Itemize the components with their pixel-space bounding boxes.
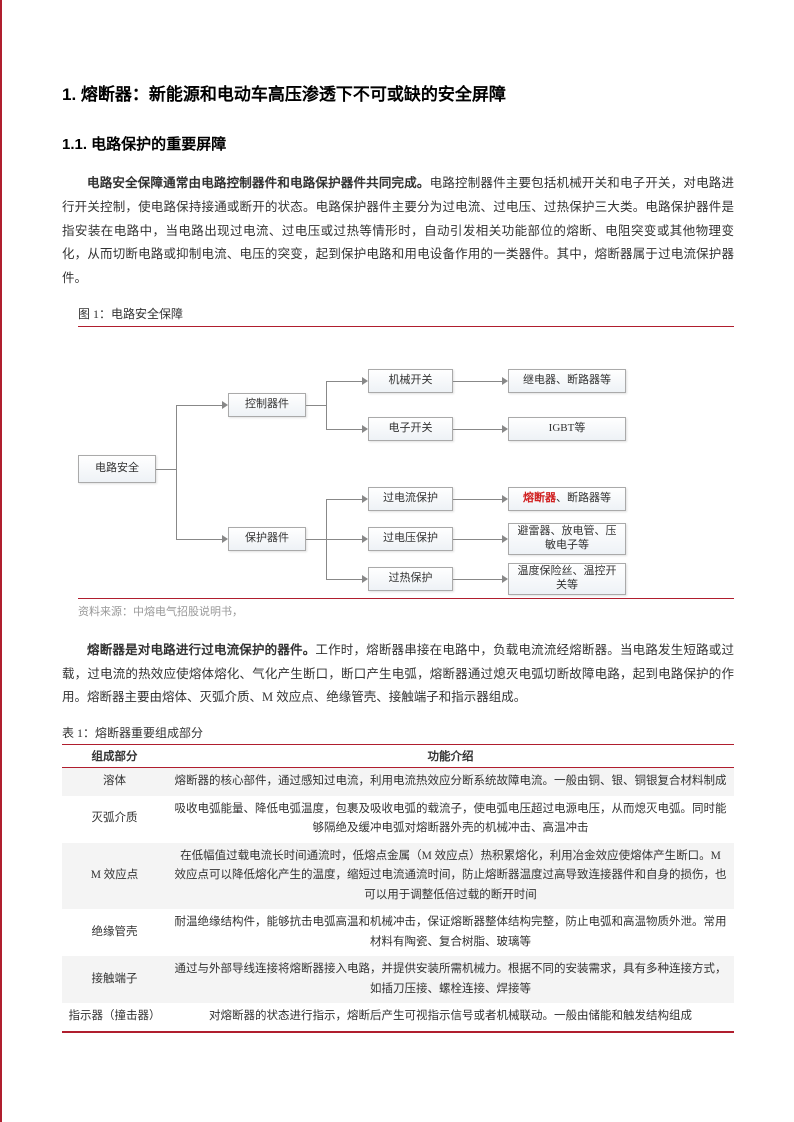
flow-arrow <box>362 575 368 583</box>
component-desc: 吸收电弧能量、降低电弧温度，包裹及吸收电弧的载流子，使电弧电压超过电源电压，从而… <box>167 796 734 843</box>
flow-arrow <box>502 425 508 433</box>
flow-connector <box>156 469 176 470</box>
component-name: 绝缘管壳 <box>62 909 167 956</box>
para2-lead: 熔断器是对电路进行过电流保护的器件。 <box>87 643 315 657</box>
flow-arrow <box>502 377 508 385</box>
paragraph-2: 熔断器是对电路进行过电流保护的器件。工作时，熔断器串接在电路中，负载电流流经熔断… <box>62 639 734 710</box>
flow-node-l2a: 控制器件 <box>228 393 306 417</box>
figure1-caption: 图 1：电路安全保障 <box>78 305 734 327</box>
flow-node-l2b: 保护器件 <box>228 527 306 551</box>
flow-connector <box>176 539 222 540</box>
component-desc: 耐温绝缘结构件，能够抗击电弧高温和机械冲击，保证熔断器整体结构完整，防止电弧和高… <box>167 909 734 956</box>
flow-node-l3d: 过电压保护 <box>368 527 453 551</box>
flow-connector <box>326 539 362 540</box>
flow-node-root: 电路安全 <box>78 455 156 483</box>
heading-h2: 1.1. 电路保护的重要屏障 <box>62 133 734 154</box>
flowchart: 电路安全 控制器件保护器件 机械开关电子开关过电流保护过电压保护过热保护 继电器、断路… <box>78 337 734 592</box>
flow-arrow <box>502 495 508 503</box>
flow-connector <box>453 429 502 430</box>
table-bottom-rule <box>62 1031 734 1033</box>
flow-connector <box>326 579 362 580</box>
flow-connector <box>306 539 326 540</box>
flow-connector <box>176 405 222 406</box>
flow-arrow <box>362 495 368 503</box>
flow-connector <box>453 499 502 500</box>
flow-connector <box>453 539 502 540</box>
flow-arrow <box>502 575 508 583</box>
table-row: 接触端子通过与外部导线连接将熔断器接入电路，并提供安装所需机械力。根据不同的安装… <box>62 956 734 1003</box>
component-name: M 效应点 <box>62 843 167 910</box>
component-desc: 对熔断器的状态进行指示，熔断后产生可视指示信号或者机械联动。一般由储能和触发结构… <box>167 1003 734 1031</box>
flow-node-l4c: 熔断器、断路器等 <box>508 487 626 511</box>
table-row: M 效应点在低幅值过载电流长时间通流时，低熔点金属（M 效应点）热积累熔化，利用… <box>62 843 734 910</box>
flow-arrow <box>502 535 508 543</box>
component-name: 指示器（撞击器） <box>62 1003 167 1031</box>
flow-connector <box>326 381 327 430</box>
para1-lead: 电路安全保障通常由电路控制器件和电路保护器件共同完成。 <box>87 176 430 190</box>
flow-node-l4d: 避雷器、放电管、压敏电子等 <box>508 523 626 555</box>
flow-connector <box>453 381 502 382</box>
flow-node-l3e: 过热保护 <box>368 567 453 591</box>
figure1-source: 资料来源：中熔电气招股说明书， <box>78 598 734 619</box>
component-desc: 在低幅值过载电流长时间通流时，低熔点金属（M 效应点）热积累熔化，利用冶金效应使… <box>167 843 734 910</box>
table-row: 灭弧介质吸收电弧能量、降低电弧温度，包裹及吸收电弧的载流子，使电弧电压超过电源电… <box>62 796 734 843</box>
flow-arrow <box>222 535 228 543</box>
flow-arrow <box>362 535 368 543</box>
component-name: 灭弧介质 <box>62 796 167 843</box>
table-row: 绝缘管壳耐温绝缘结构件，能够抗击电弧高温和机械冲击，保证熔断器整体结构完整，防止… <box>62 909 734 956</box>
flow-connector <box>326 499 362 500</box>
component-desc: 通过与外部导线连接将熔断器接入电路，并提供安装所需机械力。根据不同的安装需求，具… <box>167 956 734 1003</box>
table-row: 指示器（撞击器）对熔断器的状态进行指示，熔断后产生可视指示信号或者机械联动。一般… <box>62 1003 734 1031</box>
flow-node-l3c: 过电流保护 <box>368 487 453 511</box>
table-row: 溶体熔断器的核心部件，通过感知过电流，利用电流热效应分断系统故障电流。一般由铜、… <box>62 768 734 796</box>
para1-rest: 电路控制器件主要包括机械开关和电子开关，对电路进行开关控制，使电路保持接通或断开… <box>62 176 734 285</box>
flow-connector <box>326 381 362 382</box>
flow-connector <box>176 405 177 540</box>
flow-arrow <box>362 425 368 433</box>
paragraph-1: 电路安全保障通常由电路控制器件和电路保护器件共同完成。电路控制器件主要包括机械开… <box>62 172 734 291</box>
flow-node-l3a: 机械开关 <box>368 369 453 393</box>
heading-h1: 1. 熔断器：新能源和电动车高压渗透下不可或缺的安全屏障 <box>62 80 734 105</box>
flow-connector <box>306 405 326 406</box>
flow-node-l4a: 继电器、断路器等 <box>508 369 626 393</box>
table1-caption: 表 1：熔断器重要组成部分 <box>62 724 734 741</box>
table-header-desc: 功能介绍 <box>167 745 734 768</box>
component-name: 溶体 <box>62 768 167 796</box>
table-header-name: 组成部分 <box>62 745 167 768</box>
flow-arrow <box>362 377 368 385</box>
flow-node-l3b: 电子开关 <box>368 417 453 441</box>
flow-connector <box>453 579 502 580</box>
component-name: 接触端子 <box>62 956 167 1003</box>
flow-node-l4b: IGBT等 <box>508 417 626 441</box>
component-desc: 熔断器的核心部件，通过感知过电流，利用电流热效应分断系统故障电流。一般由铜、银、… <box>167 768 734 796</box>
flow-node-l4e: 温度保险丝、温控开关等 <box>508 563 626 595</box>
flow-connector <box>326 429 362 430</box>
components-table: 组成部分 功能介绍 溶体熔断器的核心部件，通过感知过电流，利用电流热效应分断系统… <box>62 744 734 1031</box>
flow-arrow <box>222 401 228 409</box>
